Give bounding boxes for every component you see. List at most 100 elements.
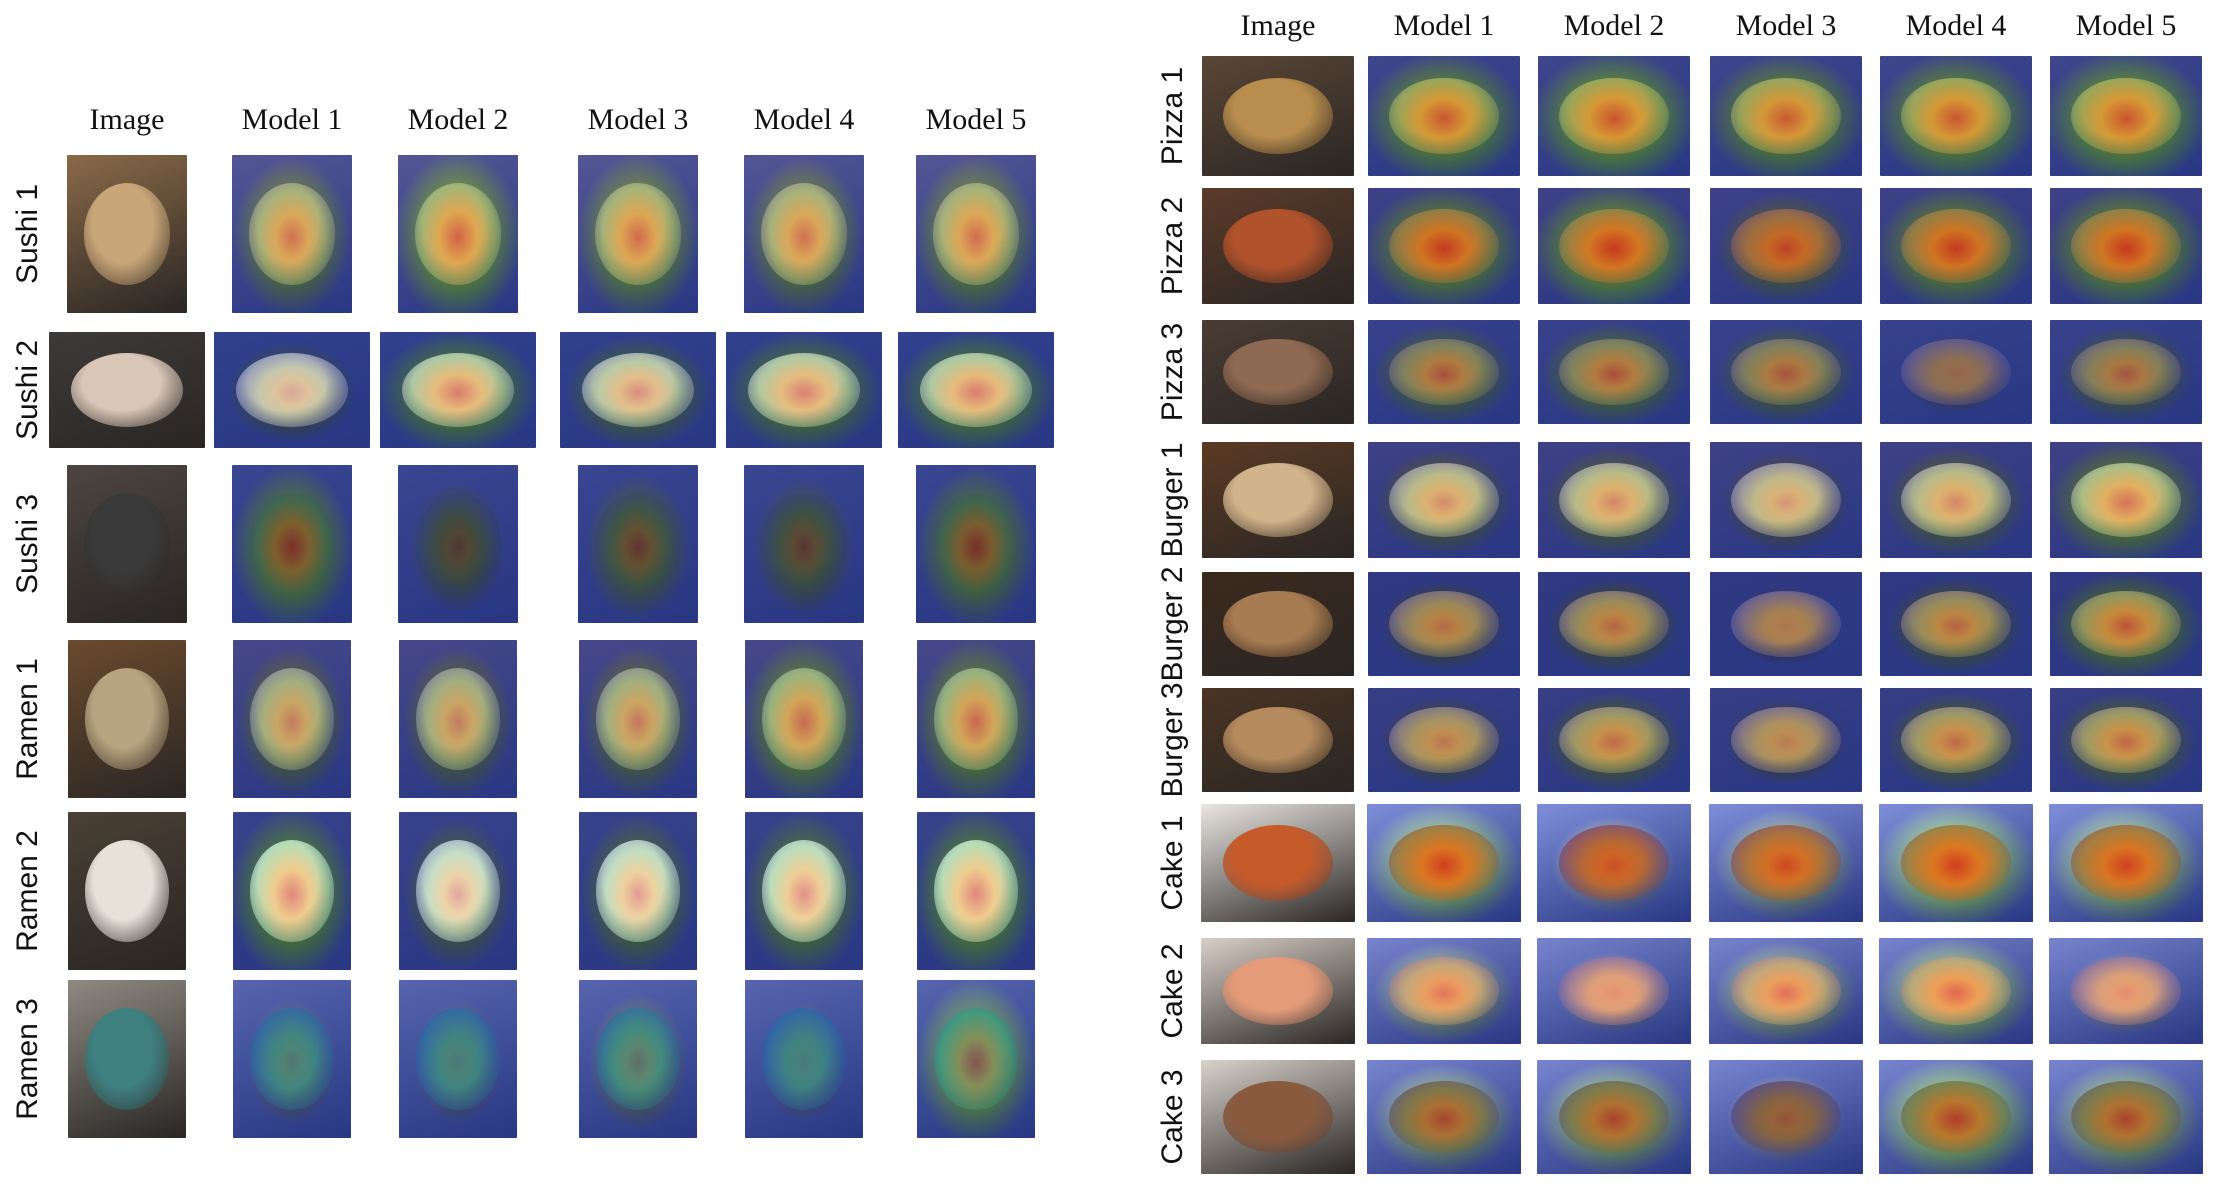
- heatmap-model-2-cake-2: [1537, 938, 1691, 1044]
- source-photo-burger-1: [1202, 442, 1354, 558]
- source-photo-cake-3: [1201, 1060, 1355, 1174]
- heatmap-model-3-cake-1: [1709, 804, 1863, 922]
- heatmap-model-5-pizza-2: [2050, 188, 2202, 304]
- heatmap-model-3-ramen-3: [579, 980, 697, 1138]
- row-label-pizza-1: Pizza 1: [1156, 66, 1189, 166]
- source-photo-pizza-3: [1202, 320, 1354, 424]
- source-photo-sushi-1: [67, 155, 187, 313]
- heatmap-model-5-ramen-3: [917, 980, 1035, 1138]
- heatmap-model-2-pizza-1: [1538, 56, 1690, 176]
- row-label-ramen-1: Ramen 1: [11, 658, 44, 780]
- heatmap-model-4-sushi-3: [744, 465, 864, 623]
- source-photo-pizza-1: [1202, 56, 1354, 176]
- heatmap-model-1-cake-1: [1367, 804, 1521, 922]
- column-header-model-3: Model 3: [587, 103, 689, 136]
- row-label-ramen-2: Ramen 2: [11, 830, 44, 952]
- row-label-burger-2: Burger 2: [1156, 566, 1189, 682]
- heatmap-model-2-burger-2: [1538, 572, 1690, 676]
- column-header-model-5: Model 5: [2075, 9, 2177, 42]
- row-label-cake-1: Cake 1: [1156, 815, 1189, 911]
- heatmap-model-1-cake-3: [1367, 1060, 1521, 1174]
- heatmap-model-4-ramen-3: [745, 980, 863, 1138]
- column-header-image: Image: [89, 103, 165, 136]
- heatmap-model-5-pizza-1: [2050, 56, 2202, 176]
- source-photo-ramen-3: [68, 980, 186, 1138]
- heatmap-model-1-pizza-2: [1368, 188, 1520, 304]
- heatmap-model-4-pizza-1: [1880, 56, 2032, 176]
- heatmap-model-1-burger-3: [1368, 688, 1520, 792]
- column-header-model-5: Model 5: [925, 103, 1027, 136]
- heatmap-model-4-ramen-2: [745, 812, 863, 970]
- heatmap-model-2-ramen-2: [399, 812, 517, 970]
- row-label-sushi-2: Sushi 2: [11, 339, 44, 441]
- source-photo-cake-2: [1201, 938, 1355, 1044]
- heatmap-model-5-burger-3: [2050, 688, 2202, 792]
- heatmap-model-3-pizza-3: [1710, 320, 1862, 424]
- column-header-model-1: Model 1: [241, 103, 343, 136]
- heatmap-model-5-cake-2: [2049, 938, 2203, 1044]
- heatmap-model-1-sushi-2: [214, 332, 370, 448]
- row-label-cake-2: Cake 2: [1156, 943, 1189, 1039]
- heatmap-model-5-cake-1: [2049, 804, 2203, 922]
- heatmap-model-4-pizza-3: [1880, 320, 2032, 424]
- heatmap-model-3-burger-2: [1710, 572, 1862, 676]
- heatmap-model-3-burger-1: [1710, 442, 1862, 558]
- heatmap-model-4-burger-1: [1880, 442, 2032, 558]
- heatmap-model-5-ramen-1: [917, 640, 1035, 798]
- heatmap-model-1-ramen-3: [233, 980, 351, 1138]
- heatmap-model-1-sushi-1: [232, 155, 352, 313]
- heatmap-model-3-cake-3: [1709, 1060, 1863, 1174]
- heatmap-model-4-cake-2: [1879, 938, 2033, 1044]
- heatmap-model-2-burger-1: [1538, 442, 1690, 558]
- heatmap-model-5-pizza-3: [2050, 320, 2202, 424]
- heatmap-model-2-ramen-3: [399, 980, 517, 1138]
- column-header-model-4: Model 4: [753, 103, 855, 136]
- heatmap-model-2-pizza-3: [1538, 320, 1690, 424]
- heatmap-model-1-ramen-1: [233, 640, 351, 798]
- heatmap-model-3-ramen-1: [579, 640, 697, 798]
- heatmap-model-3-sushi-2: [560, 332, 716, 448]
- heatmap-model-3-sushi-1: [578, 155, 698, 313]
- source-photo-sushi-3: [67, 465, 187, 623]
- row-label-sushi-3: Sushi 3: [11, 493, 44, 595]
- heatmap-model-5-ramen-2: [917, 812, 1035, 970]
- heatmap-model-4-burger-2: [1880, 572, 2032, 676]
- heatmap-model-1-burger-1: [1368, 442, 1520, 558]
- heatmap-model-3-burger-3: [1710, 688, 1862, 792]
- row-label-sushi-1: Sushi 1: [11, 183, 44, 285]
- heatmap-model-2-cake-3: [1537, 1060, 1691, 1174]
- column-header-model-1: Model 1: [1393, 9, 1495, 42]
- heatmap-model-1-ramen-2: [233, 812, 351, 970]
- heatmap-model-4-ramen-1: [745, 640, 863, 798]
- heatmap-model-2-sushi-2: [380, 332, 536, 448]
- heatmap-model-1-pizza-3: [1368, 320, 1520, 424]
- source-photo-ramen-2: [68, 812, 186, 970]
- heatmap-model-5-burger-1: [2050, 442, 2202, 558]
- heatmap-model-4-pizza-2: [1880, 188, 2032, 304]
- row-label-cake-3: Cake 3: [1156, 1069, 1189, 1165]
- row-label-pizza-2: Pizza 2: [1156, 196, 1189, 296]
- heatmap-model-5-sushi-2: [898, 332, 1054, 448]
- heatmap-model-3-sushi-3: [578, 465, 698, 623]
- source-photo-ramen-1: [68, 640, 186, 798]
- column-header-model-4: Model 4: [1905, 9, 2007, 42]
- heatmap-model-5-sushi-1: [916, 155, 1036, 313]
- heatmap-model-2-burger-3: [1538, 688, 1690, 792]
- heatmap-model-3-pizza-1: [1710, 56, 1862, 176]
- source-photo-sushi-2: [49, 332, 205, 448]
- heatmap-model-2-sushi-1: [398, 155, 518, 313]
- heatmap-model-4-cake-1: [1879, 804, 2033, 922]
- heatmap-model-2-sushi-3: [398, 465, 518, 623]
- heatmap-model-1-sushi-3: [232, 465, 352, 623]
- row-label-burger-3: Burger 3: [1156, 682, 1189, 798]
- heatmap-model-3-pizza-2: [1710, 188, 1862, 304]
- source-photo-cake-1: [1201, 804, 1355, 922]
- heatmap-model-1-cake-2: [1367, 938, 1521, 1044]
- heatmap-model-3-ramen-2: [579, 812, 697, 970]
- column-header-model-2: Model 2: [407, 103, 509, 136]
- heatmap-model-2-ramen-1: [399, 640, 517, 798]
- column-header-model-2: Model 2: [1563, 9, 1665, 42]
- row-label-pizza-3: Pizza 3: [1156, 322, 1189, 422]
- heatmap-model-2-pizza-2: [1538, 188, 1690, 304]
- heatmap-model-5-cake-3: [2049, 1060, 2203, 1174]
